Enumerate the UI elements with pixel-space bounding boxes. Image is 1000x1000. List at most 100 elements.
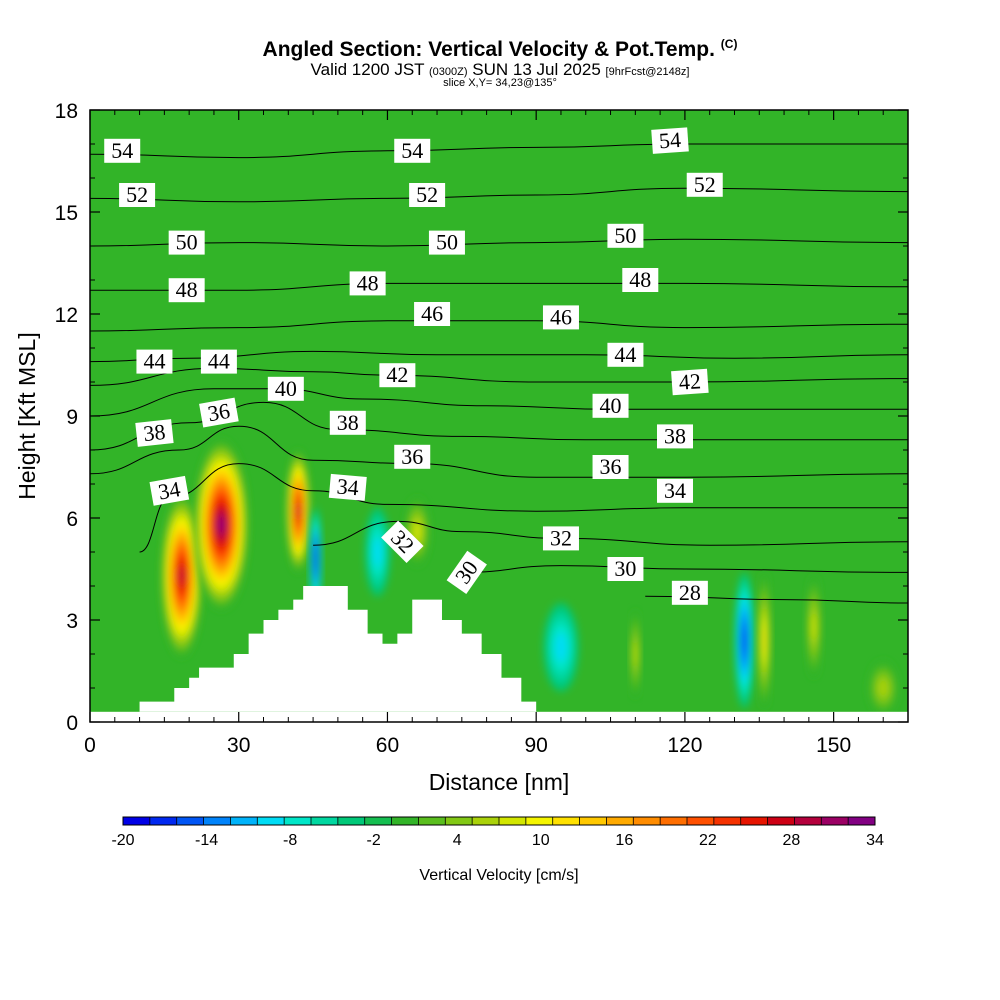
contour-label: 30	[607, 556, 644, 581]
contour-label: 50	[168, 230, 205, 255]
colorbar-tick-label: 22	[699, 832, 717, 849]
colorbar-swatch	[660, 817, 688, 825]
contour-label-text: 28	[679, 580, 701, 605]
forecast-tag: [9hrFcst@2148z]	[605, 66, 690, 78]
contour-label: 44	[607, 342, 644, 367]
velocity-level	[373, 537, 382, 567]
colorbar-tick-label: -8	[283, 832, 297, 849]
velocity-level	[762, 626, 766, 655]
theta-contour	[90, 401, 908, 451]
contour-label-text: 48	[629, 267, 651, 292]
contour-label-text: 46	[421, 301, 443, 326]
contour-label-text: 36	[600, 454, 622, 479]
contour-label: 34	[149, 475, 190, 506]
colorbar-tick-label: -20	[111, 832, 134, 849]
colorbar-tick-label: -2	[367, 832, 381, 849]
colorbar-swatch	[311, 817, 339, 825]
colorbar-swatch	[633, 817, 661, 825]
contour-label: 52	[686, 172, 723, 197]
colorbar-swatch	[123, 817, 151, 825]
velocity-cell	[365, 507, 390, 597]
contour-label-text: 54	[658, 127, 682, 153]
contour-label: 36	[394, 444, 431, 469]
contour-label-text: 54	[401, 138, 423, 163]
x-tick-label: 30	[227, 734, 250, 757]
contour-label-box	[414, 302, 451, 326]
contour-label: 28	[671, 580, 708, 605]
contour-label: 54	[651, 127, 689, 154]
colorbar-swatch	[767, 817, 795, 825]
contour-label-box	[651, 127, 689, 154]
title-tag: (C)	[720, 37, 738, 51]
theta-contour	[90, 388, 908, 417]
contour-label: 42	[379, 362, 416, 388]
contour-labels: 54 54 54 52 52 52 50 50 50 48 48 48 46 46 44 44 44 42 42 40…	[104, 127, 723, 605]
title-text: Angled Section: Vertical Velocity & Pot.…	[262, 38, 715, 61]
contour-label-text: 42	[386, 362, 408, 387]
colorbar-swatch	[499, 817, 527, 825]
contour-label: 42	[671, 368, 709, 396]
contour-label-box	[136, 349, 173, 374]
contour-label-box	[607, 223, 644, 248]
colorbar-swatch	[203, 817, 231, 825]
colorbar-tick-label: -14	[195, 832, 218, 849]
velocity-cell	[194, 439, 249, 610]
contour-label-text: 38	[142, 419, 166, 446]
contour-label: 48	[622, 267, 659, 292]
contour-label-box	[671, 368, 709, 396]
contour-label: 54	[394, 138, 431, 163]
contour-label-box	[394, 138, 431, 163]
terrain	[90, 586, 908, 722]
contour-label-text: 30	[614, 556, 636, 581]
contour-label: 52	[119, 182, 156, 207]
velocity-cell	[543, 603, 579, 692]
x-tick-label: 60	[376, 734, 399, 757]
contour-label: 48	[349, 270, 386, 296]
colorbar-swatch	[552, 817, 581, 825]
contour-label-box	[349, 271, 386, 296]
contour-label-text: 50	[176, 230, 198, 255]
contour-label-text: 50	[436, 230, 458, 255]
y-tick-label: 3	[66, 610, 78, 633]
contour-label-box	[394, 444, 431, 469]
colorbar-swatch	[418, 817, 446, 825]
contour-label-text: 40	[600, 393, 622, 418]
velocity-cell	[309, 507, 322, 610]
contour-label-box	[149, 475, 190, 506]
velocity-cell	[286, 450, 311, 573]
contour-label-text: 34	[664, 478, 686, 503]
colorbar-swatch	[284, 817, 312, 825]
contour-label-text: 38	[337, 410, 359, 435]
theta-contour	[90, 282, 908, 291]
contour-label-text: 46	[550, 304, 572, 329]
contour-label: 38	[656, 423, 693, 449]
velocity-cell	[868, 660, 899, 716]
contour-label-box	[381, 520, 424, 564]
y-tick-label: 9	[66, 406, 78, 429]
contour-label-text: 48	[176, 277, 198, 302]
x-tick-label: 150	[816, 734, 851, 757]
velocity-cell	[757, 572, 771, 709]
contour-label-box	[542, 526, 579, 551]
colorbar-label: Vertical Velocity [cm/s]	[419, 867, 578, 884]
contour-label: 40	[592, 393, 629, 418]
contour-label-box	[119, 183, 156, 207]
contour-label-box	[329, 410, 366, 435]
velocity-cell	[734, 572, 755, 709]
contour-label: 36	[592, 454, 629, 479]
contour-label-text: 34	[336, 473, 360, 500]
colorbar-swatch	[391, 817, 419, 825]
contour-label-text: 36	[206, 398, 232, 426]
contour-label-text: 44	[614, 342, 636, 367]
terrain-block	[139, 586, 537, 712]
colorbar-swatch	[579, 817, 607, 825]
contour-label-box	[328, 473, 367, 501]
velocity-level	[413, 522, 421, 541]
contour-label-box	[607, 342, 644, 367]
chart-subtitle: Valid 1200 JST (0300Z) SUN 13 Jul 2025 […	[0, 61, 1000, 81]
theta-contour	[90, 350, 908, 363]
velocity-level	[314, 550, 317, 567]
valid-utc: (0300Z)	[429, 66, 468, 78]
contour-label-box	[379, 363, 416, 388]
